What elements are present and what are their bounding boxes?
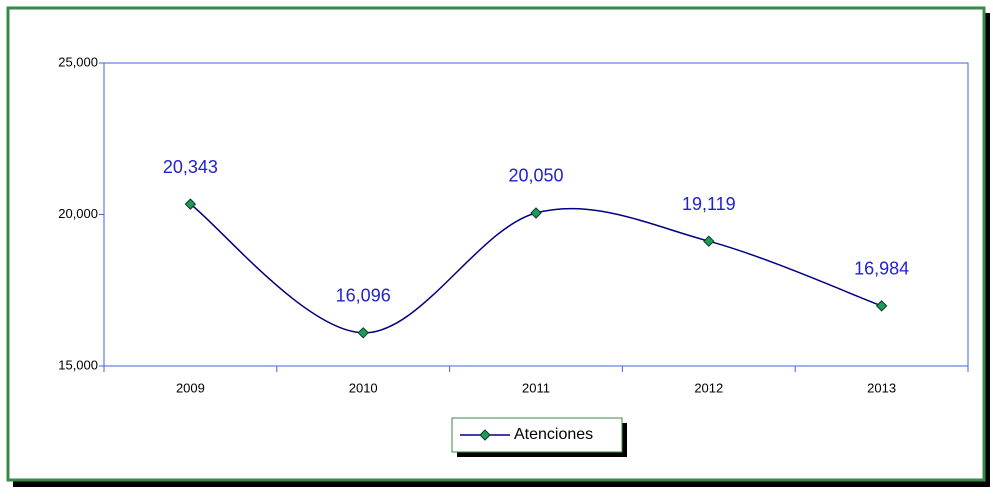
- data-label: 20,343: [163, 157, 218, 177]
- data-label: 16,096: [336, 286, 391, 306]
- data-label: 19,119: [682, 194, 736, 214]
- y-tick-label: 20,000: [58, 206, 98, 221]
- series-line: [189, 203, 882, 334]
- marker: [530, 207, 542, 219]
- y-tick-label: 15,000: [58, 357, 98, 372]
- marker: [703, 235, 715, 247]
- x-tick-label: 2010: [349, 380, 378, 395]
- data-label: 20,050: [508, 166, 563, 186]
- legend-label: Atenciones: [514, 426, 593, 443]
- x-tick-label: 2011: [522, 380, 550, 395]
- x-tick-label: 2009: [176, 380, 205, 395]
- x-tick-label: 2012: [694, 380, 723, 395]
- marker: [184, 198, 197, 210]
- marker: [875, 300, 888, 312]
- x-tick-label: 2013: [867, 380, 896, 395]
- legend-marker: [479, 429, 491, 441]
- marker: [357, 327, 369, 339]
- data-label: 16,984: [854, 259, 909, 279]
- y-tick-label: 25,000: [58, 54, 98, 69]
- legend: [451, 417, 627, 457]
